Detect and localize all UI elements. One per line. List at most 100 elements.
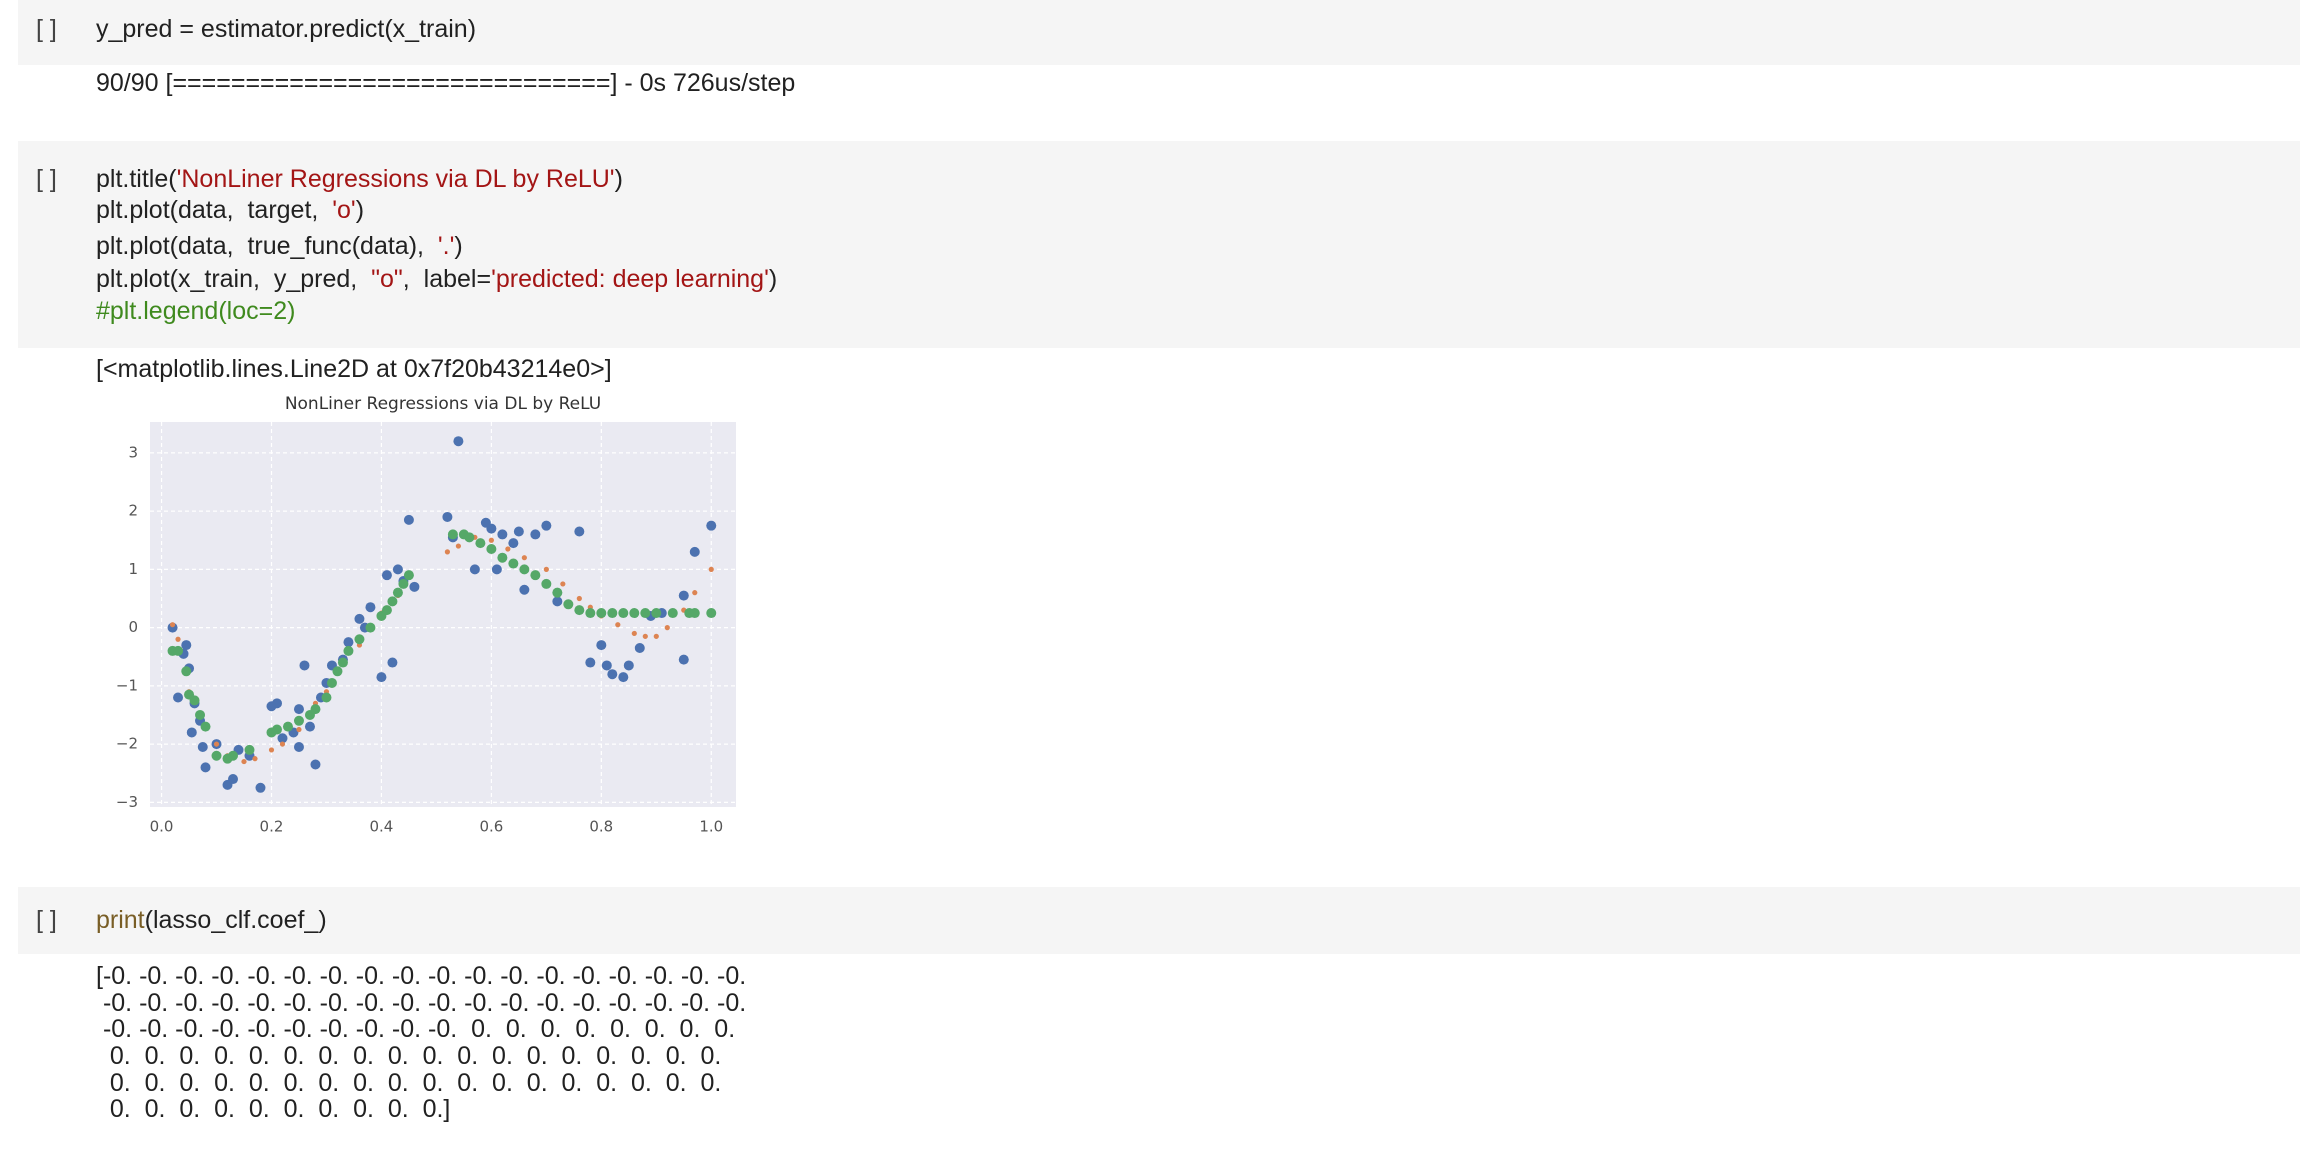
code-token: ) [454,232,463,260]
scatter-point [618,672,629,683]
scatter-point [175,636,181,642]
output-line: 0. 0. 0. 0. 0. 0. 0. 0. 0. 0. 0. 0. 0. 0… [96,1042,722,1070]
code-token: ) [355,196,365,224]
code-cell [18,887,2300,954]
cell-prompt: [ ] [36,906,57,934]
scatter-point [211,750,222,761]
scatter-point [607,608,618,619]
scatter-point [708,566,714,572]
scatter-point [475,538,486,549]
scatter-point [321,692,332,703]
code-token: 'predicted: deep learning' [491,265,769,293]
scatter-point [181,666,192,677]
scatter-point [271,724,282,735]
scatter-point [552,587,563,598]
scatter-point [453,436,464,447]
x-tick-label: 0.6 [479,818,503,836]
scatter-point [486,543,497,554]
output-line: 90/90 [==============================] -… [96,69,796,97]
output-line: -0. -0. -0. -0. -0. -0. -0. -0. -0. -0. … [96,1015,736,1043]
scatter-point [543,566,549,572]
cell-prompt: [ ] [36,15,57,43]
x-tick-label: 0.0 [150,818,174,836]
scatter-point [469,564,480,575]
scatter-point [563,599,574,610]
scatter-point [689,546,700,557]
scatter-point [186,727,197,738]
code-token: plt.title( [96,165,177,193]
x-tick-label: 1.0 [699,818,723,836]
scatter-point [464,532,475,543]
scatter-point [651,608,662,619]
scatter-point [381,605,392,616]
scatter-point [442,511,453,522]
scatter-point [392,564,403,575]
x-tick-label: 0.8 [589,818,613,836]
scatter-point [541,520,552,531]
scatter-point [513,526,524,537]
scatter-point [519,584,530,595]
scatter-point [664,625,670,631]
scatter-point [337,657,348,668]
scatter-point [521,555,527,561]
scatter-point [354,634,365,645]
scatter-point [653,633,659,639]
y-tick-label: 3 [128,443,138,461]
code-token: plt.plot(x_train, y_pred, [96,265,372,293]
scatter-point [642,633,648,639]
scatter-point [293,704,304,715]
scatter-point [241,758,247,765]
scatter-point [268,747,275,753]
y-tick-label: 0 [128,618,138,636]
code-token: plt.plot(data, true_func(data), [96,232,438,260]
code-token: '.' [437,232,455,260]
code-token: y_pred = estimator.predict(x_train) [96,15,477,43]
scatter-point [497,552,508,563]
scatter-point [381,570,392,581]
scatter-point [252,756,258,762]
scatter-point [296,726,302,733]
y-tick-label: −3 [116,793,138,811]
scatter-point [255,782,266,793]
y-tick-label: 2 [128,502,138,520]
scatter-point [293,715,304,726]
scatter-point [279,741,286,747]
scatter-point [189,695,200,706]
scatter-point [197,742,208,753]
scatter-point [173,645,184,656]
cell-prompt: [ ] [36,165,57,193]
scatter-point [343,645,354,656]
code-line: print(lasso_clf.coef_) [96,905,327,935]
scatter-point [530,570,541,581]
scatter-point [195,709,206,720]
scatter-point [282,721,293,732]
output-line: -0. -0. -0. -0. -0. -0. -0. -0. -0. -0. … [96,989,747,1017]
output-line: 0. 0. 0. 0. 0. 0. 0. 0. 0. 0.] [96,1095,451,1123]
code-token: print [96,906,145,934]
scatter-point [228,774,239,785]
scatter-point [181,640,192,651]
output-line: 0. 0. 0. 0. 0. 0. 0. 0. 0. 0. 0. 0. 0. 0… [96,1069,722,1097]
chart: NonLiner Regressions via DL by ReLU 0.0 0.… [116,394,736,836]
x-tick-label: 0.4 [370,818,394,836]
scatter-point [678,590,689,601]
code-line: #plt.legend(loc=2) [96,296,295,326]
scatter-point [277,733,288,744]
scatter-point [629,608,640,619]
y-tick-label: −2 [116,735,138,753]
scatter-point [304,721,315,732]
code-cell [18,0,2300,65]
scatter-point [271,698,282,709]
scatter-point [615,622,621,628]
scatter-point [244,744,255,755]
scatter-point [497,529,508,540]
scatter-point [508,558,519,569]
y-tick-label: −1 [116,676,138,694]
scatter-point [706,520,717,531]
output-line: [-0. -0. -0. -0. -0. -0. -0. -0. -0. -0.… [96,962,747,990]
scatter-point [631,630,637,637]
scatter-point [310,704,321,715]
scatter-point [403,514,414,525]
scatter-point [354,613,365,624]
code-cell [18,141,2300,348]
